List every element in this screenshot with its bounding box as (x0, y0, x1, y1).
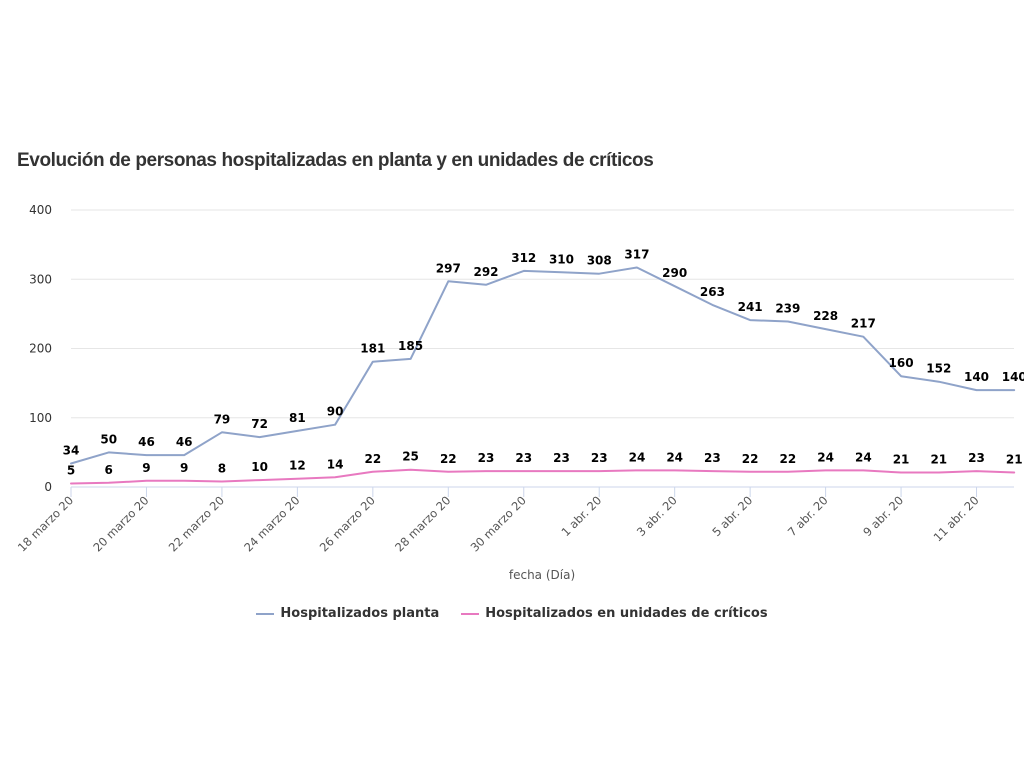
data-label-planta: 317 (624, 247, 649, 261)
x-tick-label: 20 marzo 20 (90, 493, 151, 554)
legend-label-planta: Hospitalizados planta (280, 606, 440, 621)
data-label-planta: 81 (289, 411, 306, 425)
data-label-criticos: 24 (817, 450, 834, 464)
x-tick-label: 7 abr. 20 (785, 493, 831, 539)
y-tick-label: 400 (29, 203, 52, 217)
y-tick-label: 0 (44, 480, 52, 494)
data-label-criticos: 23 (478, 451, 495, 465)
data-label-planta: 72 (251, 417, 268, 431)
x-tick-label: 11 abr. 20 (931, 493, 982, 544)
data-label-criticos: 23 (515, 451, 532, 465)
data-label-criticos: 6 (105, 463, 113, 477)
x-tick-label: 30 marzo 20 (468, 493, 529, 554)
y-tick-label: 300 (29, 272, 52, 286)
data-label-planta: 297 (436, 261, 461, 275)
data-label-planta: 185 (398, 339, 423, 353)
line-chart: 0 100 200 300 400 18 marzo 20 20 marzo 20 22 ma… (15, 203, 1024, 582)
x-tick-label: 28 marzo 20 (392, 493, 453, 554)
data-label-criticos: 23 (704, 451, 721, 465)
x-tick-label: 9 abr. 20 (860, 493, 906, 539)
y-tick-label: 200 (29, 342, 52, 356)
data-label-planta: 241 (738, 300, 763, 314)
legend-label-criticos: Hospitalizados en unidades de críticos (485, 606, 768, 621)
data-label-planta: 228 (813, 309, 838, 323)
data-label-criticos: 22 (364, 452, 381, 466)
data-label-criticos: 25 (402, 450, 419, 464)
data-label-planta: 292 (473, 265, 498, 279)
data-label-planta: 160 (889, 356, 914, 370)
data-label-planta: 34 (63, 443, 80, 457)
data-label-planta: 46 (176, 435, 193, 449)
data-label-criticos: 22 (440, 452, 457, 466)
data-label-planta: 310 (549, 252, 574, 266)
x-tick-label: 5 abr. 20 (709, 493, 755, 539)
data-label-criticos: 21 (1006, 452, 1023, 466)
data-label-planta: 181 (360, 342, 385, 356)
data-label-planta: 263 (700, 285, 725, 299)
y-tick-label: 100 (29, 411, 52, 425)
data-label-criticos: 24 (666, 450, 683, 464)
data-label-criticos: 23 (591, 451, 608, 465)
data-label-criticos: 10 (251, 460, 268, 474)
data-label-planta: 152 (926, 362, 951, 376)
data-label-planta: 290 (662, 266, 687, 280)
data-label-criticos: 24 (629, 450, 646, 464)
chart-legend: Hospitalizados planta Hospitalizados en … (0, 606, 1024, 621)
data-label-planta: 46 (138, 435, 155, 449)
data-label-planta: 312 (511, 251, 536, 265)
data-label-criticos: 14 (327, 457, 344, 471)
data-label-criticos: 9 (142, 461, 150, 475)
data-label-criticos: 12 (289, 459, 306, 473)
x-axis-title: fecha (Día) (509, 568, 575, 582)
x-tick-label: 3 abr. 20 (634, 493, 680, 539)
x-tick-label: 1 abr. 20 (558, 493, 604, 539)
data-label-criticos: 9 (180, 461, 188, 475)
x-tick-label: 22 marzo 20 (166, 493, 227, 554)
data-label-planta: 90 (327, 405, 344, 419)
data-label-criticos: 21 (930, 452, 947, 466)
legend-line-icon (461, 612, 480, 615)
series-line-criticos (70, 468, 1016, 485)
x-tick-label: 24 marzo 20 (241, 493, 302, 554)
data-label-planta: 217 (851, 317, 876, 331)
x-tick-label: 26 marzo 20 (317, 493, 378, 554)
data-label-criticos: 23 (553, 451, 570, 465)
series-line-planta (70, 266, 1016, 465)
data-label-criticos: 22 (742, 452, 759, 466)
data-label-planta: 140 (1002, 370, 1024, 384)
data-label-criticos: 24 (855, 450, 872, 464)
data-label-criticos: 22 (780, 452, 797, 466)
data-label-criticos: 21 (893, 452, 910, 466)
legend-line-icon (256, 612, 275, 615)
legend-item-criticos[interactable]: Hospitalizados en unidades de críticos (461, 606, 768, 621)
data-label-planta: 140 (964, 370, 989, 384)
x-tick-label: 18 marzo 20 (15, 493, 76, 554)
data-label-planta: 239 (775, 301, 800, 315)
data-label-planta: 308 (587, 254, 612, 268)
data-label-criticos: 5 (67, 464, 75, 478)
data-label-criticos: 23 (968, 451, 985, 465)
data-label-planta: 79 (214, 412, 231, 426)
data-label-criticos: 8 (218, 461, 226, 475)
legend-item-planta[interactable]: Hospitalizados planta (256, 606, 439, 621)
data-label-planta: 50 (100, 432, 117, 446)
chart-title: Evolución de personas hospitalizadas en … (17, 150, 654, 171)
